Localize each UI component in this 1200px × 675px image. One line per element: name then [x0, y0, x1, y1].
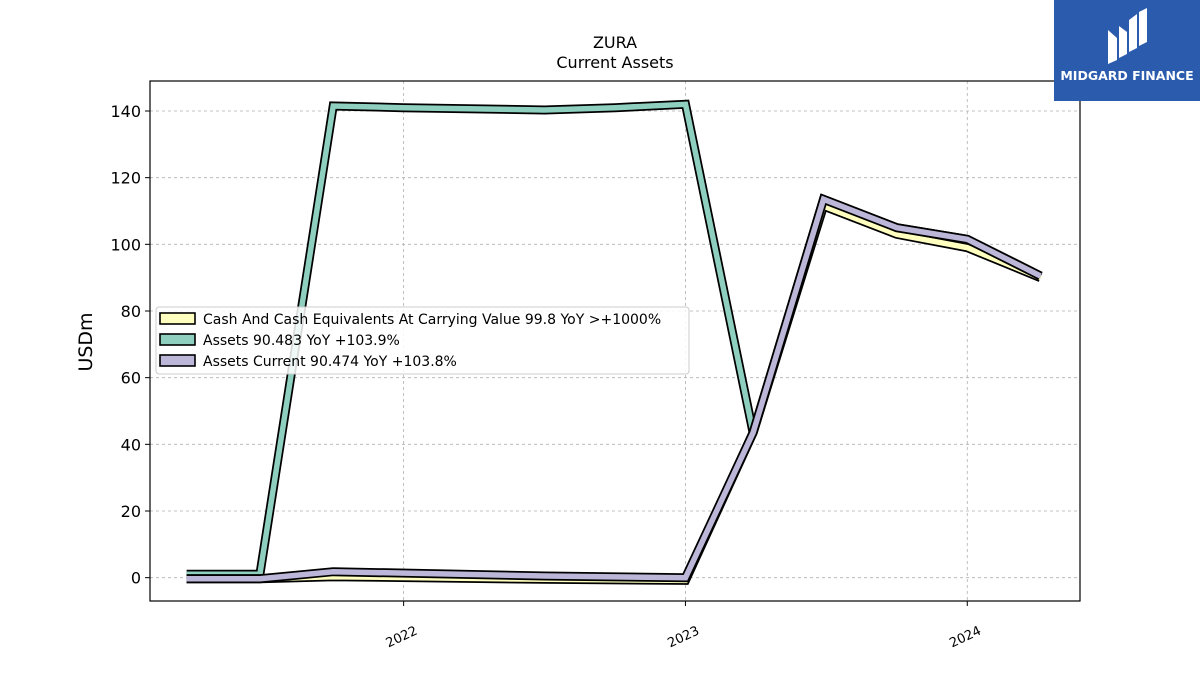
y-axis: 0 20 40 60 80 100 120 140: [110, 102, 150, 588]
series-line: [186, 195, 1042, 582]
legend: Cash And Cash Equivalents At Carrying Va…: [155, 306, 690, 375]
y-axis-label: USDm: [75, 312, 97, 371]
x-tick-label: 2023: [665, 624, 701, 652]
x-tick-label: 2022: [384, 624, 420, 652]
plot-frame: [149, 80, 1081, 602]
y-tick-label: 20: [121, 502, 141, 521]
x-tick-label: 2024: [947, 624, 983, 652]
grid: [150, 81, 1080, 601]
legend-label: Cash And Cash Equivalents At Carrying Va…: [203, 312, 661, 328]
legend-swatch: [159, 354, 196, 367]
logo-text: MIDGARD FINANCE: [1060, 68, 1194, 83]
legend-label: Assets Current 90.474 YoY +103.8%: [203, 354, 457, 370]
chart-subtitle: Current Assets: [556, 53, 673, 72]
chart-title: ZURA: [593, 33, 637, 52]
series-line-outline: [186, 200, 1043, 585]
logo-mark-icon: [1108, 8, 1147, 64]
y-tick-label: 80: [121, 302, 141, 321]
y-tick-label: 40: [121, 435, 141, 454]
series-line-outline: [186, 193, 1043, 584]
x-axis: 2022 2023 2024: [384, 601, 984, 651]
series-lines: [186, 99, 1043, 585]
legend-swatch: [159, 333, 196, 346]
y-tick-label: 120: [110, 169, 141, 188]
series-line: [186, 202, 1042, 584]
logo: MIDGARD FINANCE: [1054, 0, 1200, 101]
y-tick-label: 140: [110, 102, 141, 121]
legend-label: Assets 90.483 YoY +103.9%: [203, 333, 400, 349]
y-tick-label: 100: [110, 235, 141, 254]
legend-swatch: [159, 312, 196, 325]
y-tick-label: 0: [131, 569, 141, 588]
legend-box: [155, 306, 690, 375]
y-tick-label: 60: [121, 369, 141, 388]
